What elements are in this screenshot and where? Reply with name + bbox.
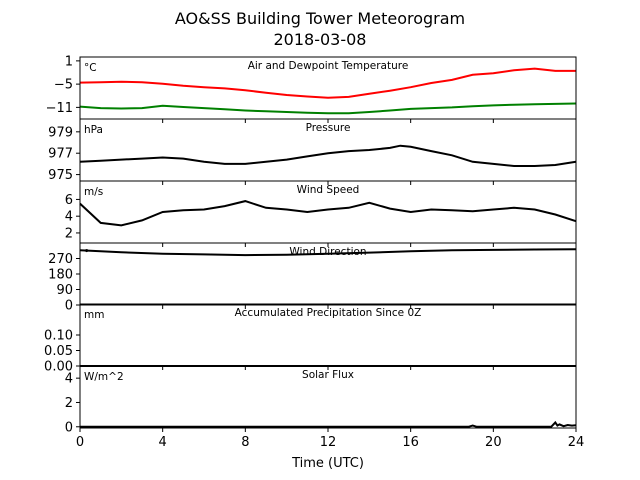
y-tick-label-wind_direction-0: 270	[48, 252, 73, 267]
panel-pressure: 979 977 975 hPa Pressure	[48, 118, 577, 185]
y-tick-label-wind_direction-2: 90	[56, 283, 73, 298]
y-tick-label-temperature-1: −5	[54, 78, 73, 93]
x-tick-label-0: 0	[76, 435, 84, 450]
unit-label-solar: W/m^2	[84, 371, 124, 383]
y-tick-label-temperature-0: 1	[65, 54, 73, 69]
y-tick-label-precipitation-1: 0.05	[44, 344, 73, 359]
series-line-pressure-0	[79, 144, 577, 167]
panel-title-pressure: Pressure	[306, 122, 351, 134]
x-tick-label-2: 8	[241, 435, 249, 450]
y-tick-label-wind_speed-1: 4	[65, 210, 73, 225]
y-tick-label-wind_direction-3: 0	[65, 299, 73, 314]
panel-title-solar: Solar Flux	[302, 369, 354, 381]
x-tick-label-4: 16	[402, 435, 419, 450]
figure-title-line2: 2018-03-08	[274, 30, 367, 49]
figure-title-line1: AO&SS Building Tower Meteorogram	[175, 9, 465, 28]
unit-label-precipitation: mm	[84, 309, 104, 321]
unit-label-pressure: hPa	[84, 124, 103, 136]
panels-group: 1−5−11°C Air and Dewpoint Temperature9799…	[44, 54, 584, 450]
x-tick-label-1: 4	[159, 435, 167, 450]
y-tick-label-temperature-2: −11	[46, 101, 73, 116]
panel-wind_speed: 6 42 m/s Wind Speed	[65, 180, 577, 247]
series-line-solar-0	[80, 420, 577, 428]
panel-title-precipitation: Accumulated Precipitation Since 0Z	[235, 307, 422, 319]
series-line-temperature-1	[79, 102, 577, 115]
panel-title-wind_speed: Wind Speed	[297, 184, 360, 196]
panel-precipitation: 0.100.050.00 mm Accumulated Precipitation …	[44, 303, 577, 375]
y-tick-label-pressure-2: 975	[48, 168, 73, 183]
series-line-wind_speed-0	[79, 200, 577, 227]
y-tick-label-solar-2: 0	[65, 420, 73, 435]
x-tick-label-3: 12	[320, 435, 337, 450]
panel-temperature: 1 −5 −11 °C Air and Dewpoint Temperature	[46, 54, 577, 123]
y-tick-label-wind_speed-0: 6	[65, 193, 73, 208]
series-line-wind_direction-0	[79, 248, 577, 257]
x-tick-label-6: 24	[568, 435, 585, 450]
series-line-temperature-0	[79, 67, 576, 99]
panel-title-temperature: Air and Dewpoint Temperature	[248, 60, 409, 72]
y-tick-label-solar-1: 2	[65, 396, 73, 411]
y-tick-label-pressure-0: 979	[48, 125, 73, 140]
panel-solar: 4 2 0 W/m^2 Solar Flux	[65, 365, 577, 435]
y-tick-label-pressure-1: 977	[48, 147, 73, 162]
unit-label-wind_direction: °	[84, 248, 89, 260]
unit-label-wind_speed: m/s	[84, 186, 103, 198]
x-tick-label-5: 20	[485, 435, 502, 450]
panel-title-wind_direction: Wind Direction	[289, 246, 366, 258]
y-tick-label-wind_direction-1: 180	[48, 268, 73, 283]
y-tick-label-wind_speed-2: 2	[65, 226, 73, 241]
y-tick-label-solar-0: 4	[65, 372, 73, 387]
unit-label-temperature: °C	[84, 62, 97, 74]
y-tick-label-precipitation-0: 0.10	[44, 329, 73, 344]
x-axis-label: Time (UTC)	[291, 456, 364, 471]
y-tick-label-precipitation-2: 0.00	[44, 360, 73, 375]
